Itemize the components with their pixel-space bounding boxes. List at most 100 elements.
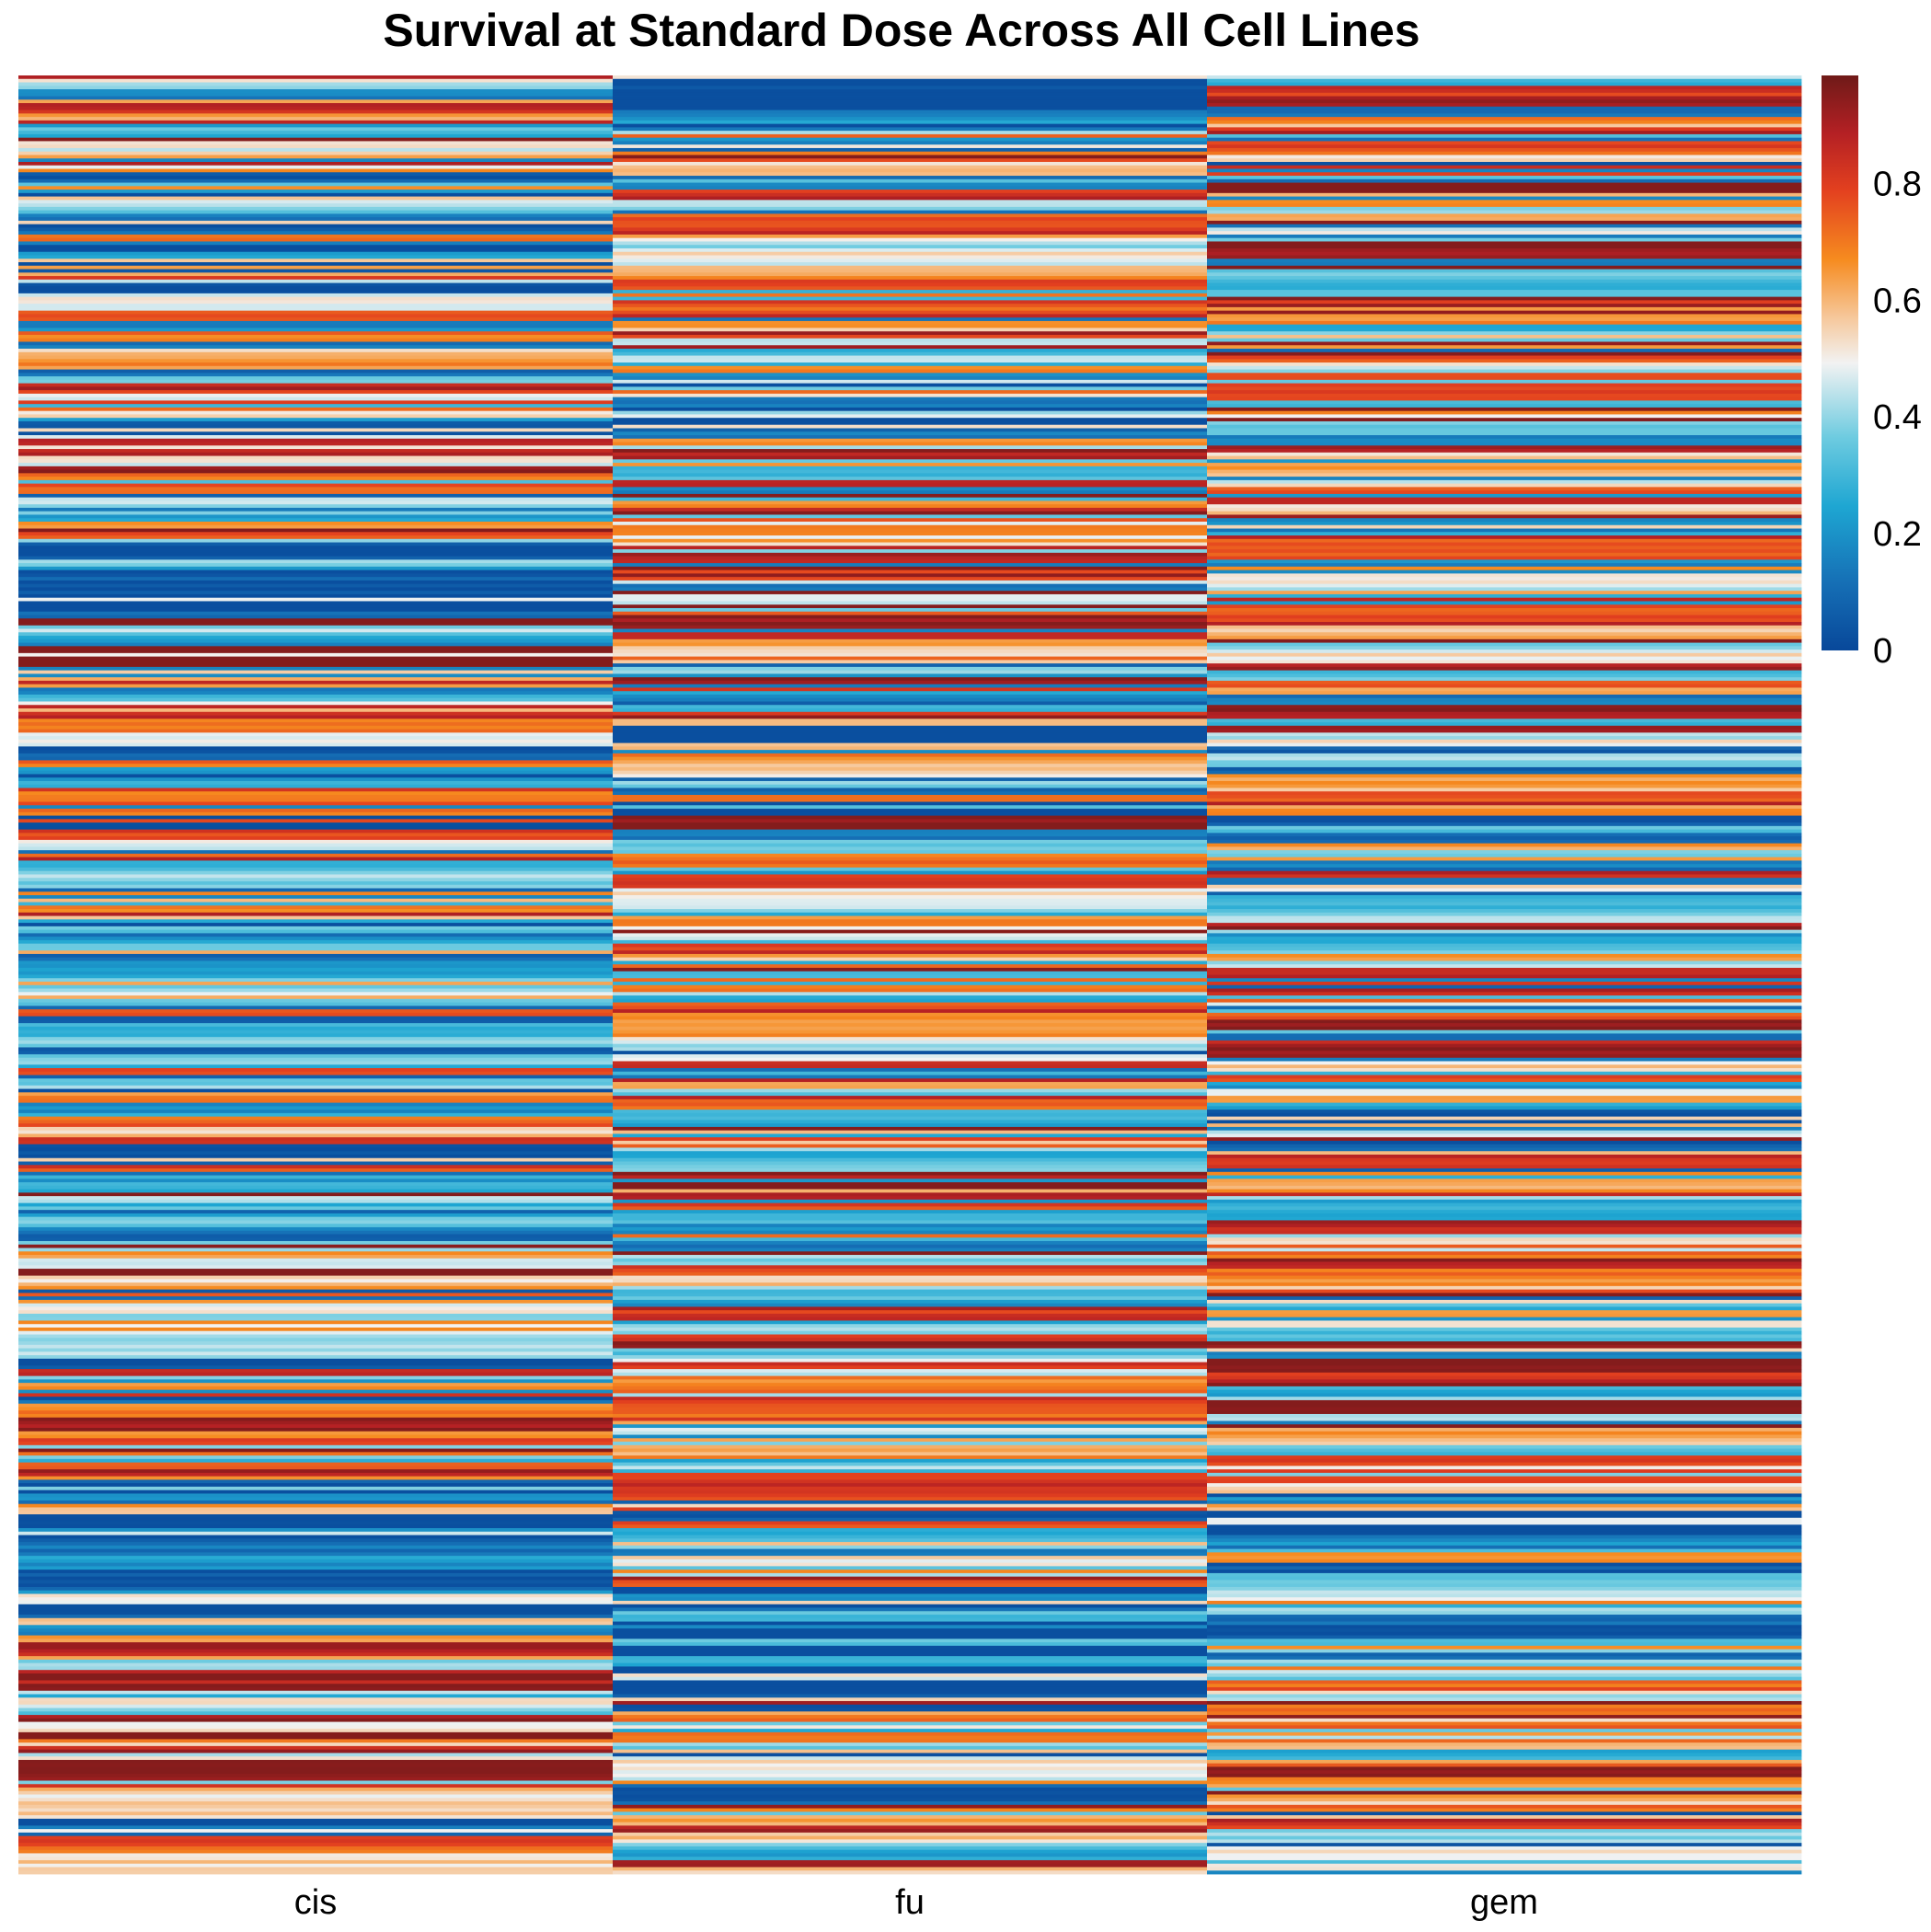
heatmap-cell (18, 1524, 614, 1529)
heatmap-cell (1207, 120, 1802, 125)
heatmap-cell (18, 1686, 614, 1692)
heatmap-cell (18, 1078, 614, 1083)
heatmap-cell (18, 1383, 614, 1387)
heatmap-cell (18, 732, 614, 737)
heatmap-cell (613, 1742, 1208, 1747)
heatmap-cell (18, 1535, 614, 1539)
heatmap-cell (613, 1711, 1208, 1716)
heatmap-cell (1207, 1694, 1802, 1698)
heatmap-cell (1207, 1708, 1802, 1712)
heatmap-cell (613, 1604, 1208, 1608)
heatmap-cell (1207, 300, 1802, 305)
heatmap-cell (613, 1558, 1208, 1564)
heatmap-cell (1207, 805, 1802, 810)
heatmap-cell (613, 1407, 1208, 1411)
heatmap-cell (18, 206, 614, 212)
heatmap-cell (18, 878, 614, 882)
heatmap-cell (18, 673, 614, 678)
heatmap-cell (613, 943, 1208, 948)
heatmap-cell (613, 742, 1208, 747)
heatmap-cell (18, 1033, 614, 1038)
heatmap-cell (613, 607, 1208, 613)
heatmap-cell (18, 133, 614, 139)
heatmap-cell (18, 127, 614, 132)
heatmap-cell (613, 1016, 1208, 1020)
heatmap-cell (613, 265, 1208, 270)
heatmap-cell (613, 1165, 1208, 1169)
heatmap-cell (18, 1431, 614, 1435)
heatmap-cell (613, 905, 1208, 910)
heatmap-cell (613, 349, 1208, 353)
heatmap-cell (1207, 1002, 1802, 1006)
heatmap-cell (613, 604, 1208, 609)
heatmap-cell (1207, 947, 1802, 951)
heatmap-cell (1207, 331, 1802, 336)
heatmap-cell (18, 1708, 614, 1712)
heatmap-cell (1207, 1006, 1802, 1010)
heatmap-cell (18, 1317, 614, 1321)
heatmap-cell (1207, 694, 1802, 699)
heatmap-cell (613, 1379, 1208, 1384)
heatmap-cell (18, 756, 614, 761)
column-labels: cis fu gem (294, 1883, 1538, 1922)
heatmap-cell (1207, 670, 1802, 674)
heatmap-cell (18, 1082, 614, 1087)
heatmap-cell (18, 833, 614, 837)
heatmap-cell (18, 1832, 614, 1837)
heatmap-cell (18, 1053, 614, 1059)
heatmap-cell (1207, 1282, 1802, 1287)
heatmap-cell (1207, 383, 1802, 387)
heatmap-cell (1207, 1407, 1802, 1411)
heatmap-cell (1207, 819, 1802, 823)
heatmap-cell (1207, 1210, 1802, 1214)
heatmap-cell (613, 552, 1208, 557)
heatmap-cell (18, 1293, 614, 1297)
heatmap-cell (1207, 937, 1802, 941)
heatmap-cell (613, 1210, 1208, 1214)
heatmap-cell (613, 1697, 1208, 1702)
heatmap-cell (1207, 1140, 1802, 1145)
heatmap-cell (18, 967, 614, 972)
heatmap-cell (1207, 898, 1802, 903)
heatmap-cell (1207, 822, 1802, 827)
heatmap-cell (613, 123, 1208, 128)
heatmap-cell (613, 1466, 1208, 1470)
heatmap-cell (613, 1078, 1208, 1083)
heatmap-cell (613, 424, 1208, 429)
heatmap-cell (18, 1123, 614, 1128)
heatmap-cell (613, 532, 1208, 536)
heatmap-cell (613, 1570, 1208, 1574)
heatmap-cell (18, 1120, 614, 1124)
heatmap-cell (613, 1196, 1208, 1201)
heatmap-cell (613, 795, 1208, 799)
column-label-gem: gem (1470, 1883, 1538, 1922)
heatmap-cell (18, 569, 614, 574)
heatmap-cell (18, 1192, 614, 1197)
heatmap-cell (18, 117, 614, 121)
heatmap-cell (1207, 715, 1802, 719)
heatmap-cell (18, 438, 614, 443)
heatmap-cell (613, 1216, 1208, 1221)
heatmap-cell (1207, 393, 1802, 398)
heatmap-cell (613, 1389, 1208, 1394)
heatmap-cell (18, 276, 614, 281)
heatmap-cell (18, 365, 614, 370)
heatmap-cell (613, 1434, 1208, 1439)
heatmap-cell (613, 1438, 1208, 1443)
heatmap-cell (1207, 404, 1802, 408)
heatmap-cell (18, 213, 614, 218)
heatmap-cell (613, 431, 1208, 436)
heatmap-cell (613, 355, 1208, 360)
heatmap-cell (613, 359, 1208, 363)
heatmap-cell (613, 1226, 1208, 1232)
heatmap-cell (18, 1666, 614, 1671)
heatmap-cell (613, 161, 1208, 167)
heatmap-cell (1207, 103, 1802, 108)
heatmap-cell (18, 677, 614, 682)
heatmap-cell (18, 929, 614, 934)
heatmap-cell (18, 1237, 614, 1242)
heatmap-cell (1207, 895, 1802, 900)
heatmap-cell (18, 880, 614, 886)
heatmap-cell (613, 691, 1208, 696)
heatmap-cell (18, 1788, 614, 1792)
